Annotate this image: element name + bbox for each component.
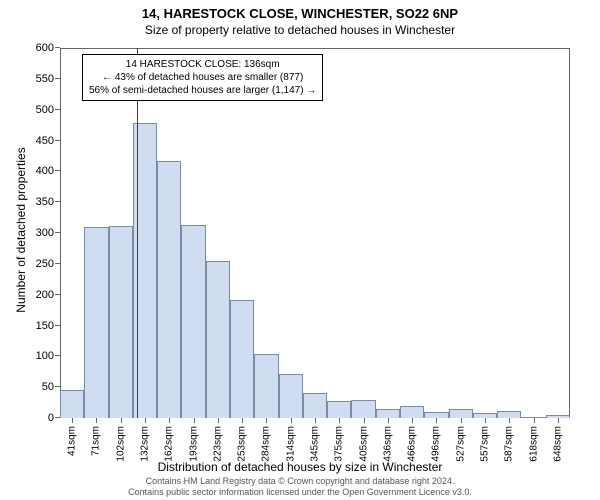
histogram-bar	[181, 225, 205, 418]
histogram-bar	[497, 411, 521, 418]
attribution-line: Contains HM Land Registry data © Crown c…	[0, 476, 600, 487]
x-tick-label: 436sqm	[382, 426, 393, 462]
histogram-bar	[157, 161, 181, 418]
histogram-bar	[230, 300, 254, 418]
y-tick-label: 50	[42, 381, 60, 393]
y-tick-mark	[55, 386, 60, 387]
attribution-text: Contains HM Land Registry data © Crown c…	[0, 476, 600, 498]
y-tick-mark	[55, 294, 60, 295]
x-tick-label: 71sqm	[91, 426, 102, 456]
y-tick-mark	[55, 78, 60, 79]
x-tick-label: 193sqm	[188, 426, 199, 462]
x-tick-mark	[534, 418, 535, 423]
x-tick-label: 284sqm	[261, 426, 272, 462]
callout-line: 14 HARESTOCK CLOSE: 136sqm	[89, 58, 316, 71]
x-tick-label: 496sqm	[431, 426, 442, 462]
histogram-bar	[279, 374, 303, 418]
x-tick-mark	[364, 418, 365, 423]
y-tick-mark	[55, 263, 60, 264]
y-tick-mark	[55, 355, 60, 356]
x-tick-label: 314sqm	[285, 426, 296, 462]
x-tick-label: 648sqm	[552, 426, 563, 462]
histogram-bar	[303, 393, 327, 418]
attribution-line: Contains public sector information licen…	[0, 487, 600, 498]
x-tick-mark	[339, 418, 340, 423]
x-tick-label: 527sqm	[455, 426, 466, 462]
y-tick-label: 100	[36, 350, 60, 362]
y-tick-label: 500	[36, 104, 60, 116]
marker-callout: 14 HARESTOCK CLOSE: 136sqm← 43% of detac…	[82, 54, 323, 101]
x-tick-mark	[145, 418, 146, 423]
chart-plot-area: 05010015020025030035040045050055060041sq…	[60, 48, 570, 418]
y-tick-label: 350	[36, 196, 60, 208]
histogram-bar	[84, 227, 108, 418]
x-tick-mark	[218, 418, 219, 423]
histogram-bar	[254, 354, 278, 418]
x-tick-mark	[509, 418, 510, 423]
x-tick-mark	[558, 418, 559, 423]
y-tick-mark	[55, 47, 60, 48]
x-tick-label: 41sqm	[67, 426, 78, 456]
y-tick-label: 0	[48, 412, 60, 424]
y-tick-label: 150	[36, 320, 60, 332]
y-axis-line	[60, 48, 61, 418]
page-title: 14, HARESTOCK CLOSE, WINCHESTER, SO22 6N…	[0, 0, 600, 21]
y-tick-label: 400	[36, 165, 60, 177]
x-tick-label: 405sqm	[358, 426, 369, 462]
x-axis-label: Distribution of detached houses by size …	[0, 460, 600, 474]
y-tick-mark	[55, 140, 60, 141]
x-tick-label: 345sqm	[310, 426, 321, 462]
y-tick-label: 450	[36, 135, 60, 147]
x-tick-mark	[242, 418, 243, 423]
y-tick-mark	[55, 325, 60, 326]
histogram-bar	[206, 261, 230, 418]
y-tick-mark	[55, 109, 60, 110]
y-tick-label: 250	[36, 258, 60, 270]
histogram-bar	[327, 401, 351, 418]
histogram-bar	[400, 406, 424, 418]
x-tick-mark	[315, 418, 316, 423]
y-axis-label: Number of detached properties	[14, 147, 28, 312]
marker-vertical-line	[137, 48, 138, 418]
y-tick-label: 600	[36, 42, 60, 54]
x-tick-mark	[194, 418, 195, 423]
x-tick-mark	[72, 418, 73, 423]
y-tick-mark	[55, 170, 60, 171]
callout-line: ← 43% of detached houses are smaller (87…	[89, 71, 316, 84]
histogram-bar	[109, 226, 133, 418]
x-tick-label: 253sqm	[237, 426, 248, 462]
x-tick-label: 162sqm	[164, 426, 175, 462]
y-tick-label: 200	[36, 289, 60, 301]
y-tick-label: 550	[36, 73, 60, 85]
callout-line: 56% of semi-detached houses are larger (…	[89, 84, 316, 97]
x-tick-label: 587sqm	[504, 426, 515, 462]
x-tick-mark	[388, 418, 389, 423]
histogram-bar	[376, 409, 400, 418]
y-tick-mark	[55, 232, 60, 233]
x-tick-label: 223sqm	[212, 426, 223, 462]
page-subtitle: Size of property relative to detached ho…	[0, 21, 600, 37]
y-tick-mark	[55, 201, 60, 202]
histogram-bar	[351, 400, 375, 419]
x-tick-mark	[96, 418, 97, 423]
histogram-bar	[60, 390, 84, 418]
x-tick-label: 102sqm	[115, 426, 126, 462]
x-tick-mark	[169, 418, 170, 423]
x-tick-mark	[412, 418, 413, 423]
x-tick-mark	[121, 418, 122, 423]
x-tick-label: 132sqm	[140, 426, 151, 462]
x-tick-mark	[266, 418, 267, 423]
x-tick-label: 618sqm	[528, 426, 539, 462]
x-tick-label: 375sqm	[334, 426, 345, 462]
x-tick-label: 557sqm	[480, 426, 491, 462]
x-tick-mark	[436, 418, 437, 423]
y-tick-label: 300	[36, 227, 60, 239]
x-tick-mark	[291, 418, 292, 423]
x-tick-label: 466sqm	[407, 426, 418, 462]
x-tick-mark	[485, 418, 486, 423]
chart-inner: 05010015020025030035040045050055060041sq…	[60, 48, 570, 418]
x-tick-mark	[461, 418, 462, 423]
histogram-bar	[449, 409, 473, 418]
y-axis-right-line	[569, 48, 570, 418]
